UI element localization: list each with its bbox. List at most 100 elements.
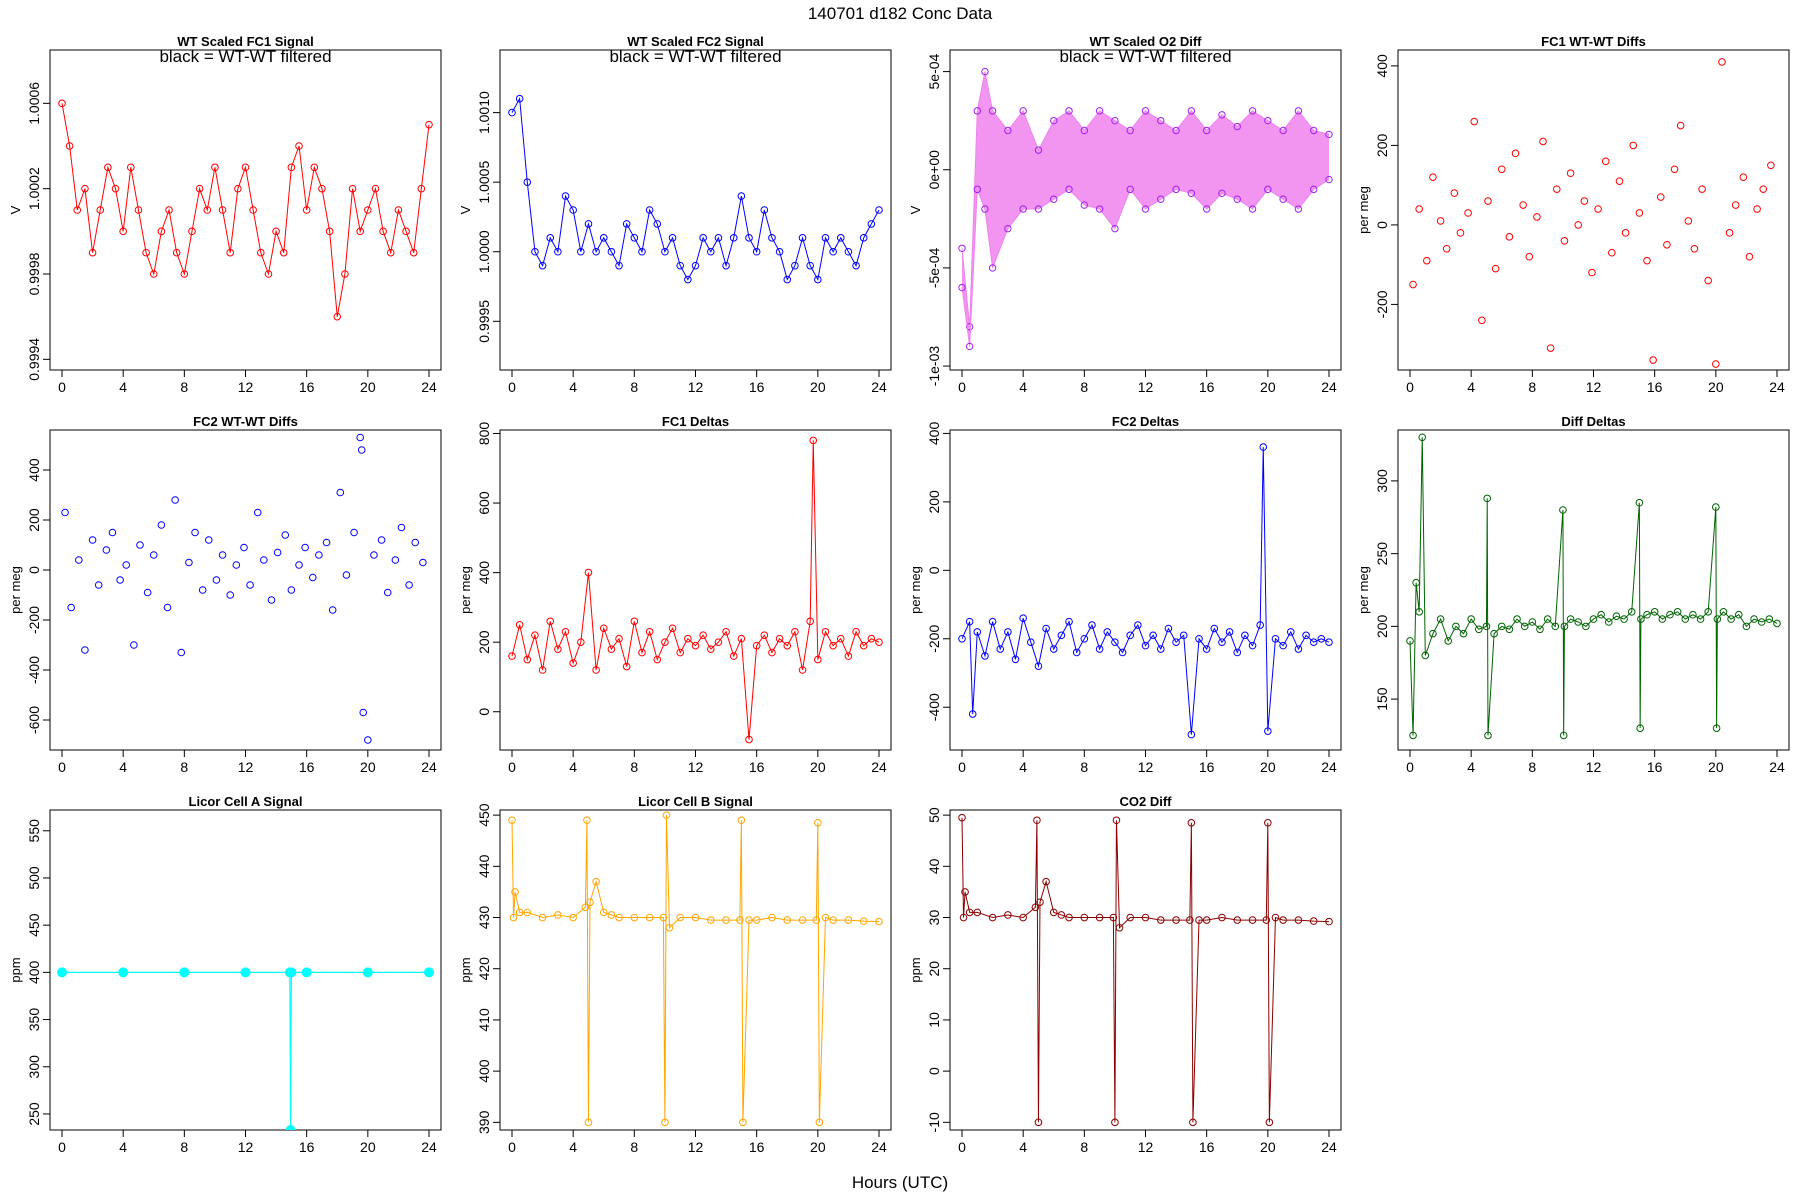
series-line — [62, 971, 429, 1130]
data-point — [768, 234, 776, 242]
data-point — [515, 908, 524, 917]
data-point — [1118, 648, 1127, 657]
data-point — [295, 561, 303, 569]
data-point — [599, 234, 608, 242]
data-point — [58, 99, 66, 108]
data-point — [318, 184, 326, 193]
data-point — [397, 523, 406, 532]
data-point — [301, 543, 309, 552]
data-point — [1088, 621, 1096, 629]
data-point — [1673, 608, 1682, 616]
data-point — [1111, 116, 1119, 125]
x-tick-label: 12 — [688, 759, 704, 775]
x-tick-label: 12 — [1586, 759, 1602, 775]
y-tick-label: 0.9995 — [476, 300, 492, 343]
data-point — [1233, 916, 1242, 924]
data-point — [119, 227, 127, 236]
x-tick-label: 16 — [1199, 1139, 1215, 1155]
y-tick-label: 200 — [1374, 614, 1390, 638]
data-point — [1325, 917, 1333, 926]
data-point — [806, 261, 814, 270]
data-point — [561, 192, 570, 200]
data-point — [1271, 913, 1280, 922]
data-point — [127, 163, 135, 172]
data-point — [1126, 631, 1135, 640]
data-point — [386, 248, 395, 257]
data-point — [1519, 201, 1527, 209]
data-point — [1042, 624, 1050, 633]
x-tick-label: 8 — [180, 1139, 188, 1155]
data-point — [195, 184, 204, 193]
data-point — [829, 641, 837, 650]
x-tick-label: 16 — [749, 759, 765, 775]
data-point — [61, 508, 69, 517]
data-point — [1248, 916, 1257, 924]
data-point — [737, 816, 746, 825]
data-point — [768, 913, 776, 922]
data-point — [523, 908, 532, 917]
data-point — [1157, 195, 1165, 203]
data-point — [615, 634, 623, 643]
plot-data — [57, 967, 434, 1130]
data-point — [1218, 189, 1226, 198]
data-point — [402, 227, 410, 236]
x-tick-label: 8 — [180, 759, 188, 775]
data-point — [1187, 189, 1196, 198]
data-point — [607, 911, 616, 919]
series-line — [961, 447, 1330, 735]
data-point — [371, 184, 380, 193]
data-point — [968, 710, 977, 718]
data-point — [760, 206, 769, 214]
data-point — [302, 206, 311, 214]
data-point — [1141, 913, 1150, 922]
data-point — [198, 586, 207, 594]
x-tick-label: 24 — [1769, 379, 1785, 395]
data-point — [1621, 229, 1630, 237]
data-point — [615, 261, 623, 270]
x-tick-label: 20 — [810, 759, 826, 775]
data-point — [867, 220, 876, 228]
data-point — [287, 163, 296, 172]
data-point — [1294, 645, 1303, 653]
data-point — [973, 628, 982, 636]
data-point — [1080, 201, 1089, 209]
series-line — [61, 103, 430, 317]
data-point — [1478, 316, 1486, 325]
data-point — [411, 538, 420, 547]
y-tick-label: 30 — [926, 910, 942, 926]
x-tick-label: 20 — [1260, 1139, 1276, 1155]
data-point — [1620, 615, 1628, 623]
data-point — [172, 248, 181, 257]
data-point — [424, 967, 434, 978]
data-point — [581, 903, 590, 912]
data-point — [116, 576, 124, 584]
panel-title: WT Scaled FC2 Signal — [627, 34, 764, 49]
data-point — [1594, 205, 1602, 213]
data-point — [736, 916, 744, 924]
data-point — [1612, 612, 1621, 620]
data-point — [1482, 622, 1491, 631]
data-point — [1004, 126, 1012, 135]
data-point — [1690, 244, 1699, 253]
data-point — [538, 666, 547, 674]
y-tick-label: 550 — [26, 819, 42, 843]
data-point — [1497, 165, 1506, 174]
data-point — [1111, 1118, 1119, 1127]
data-point — [661, 638, 669, 646]
panel-title: WT Scaled O2 Diff — [1090, 34, 1203, 49]
data-point — [821, 234, 830, 242]
data-point — [1490, 629, 1498, 638]
data-point — [425, 120, 433, 129]
data-point — [205, 536, 213, 544]
x-tick-label: 20 — [1708, 379, 1724, 395]
data-point — [1065, 617, 1073, 626]
y-tick-label: 200 — [926, 490, 942, 514]
y-axis-label: V — [8, 205, 23, 214]
x-tick-label: 8 — [630, 379, 638, 395]
figure-title: 140701 d182 Conc Data — [808, 4, 993, 23]
data-point — [965, 342, 974, 351]
data-point — [1750, 615, 1758, 623]
plot-data — [61, 433, 427, 744]
